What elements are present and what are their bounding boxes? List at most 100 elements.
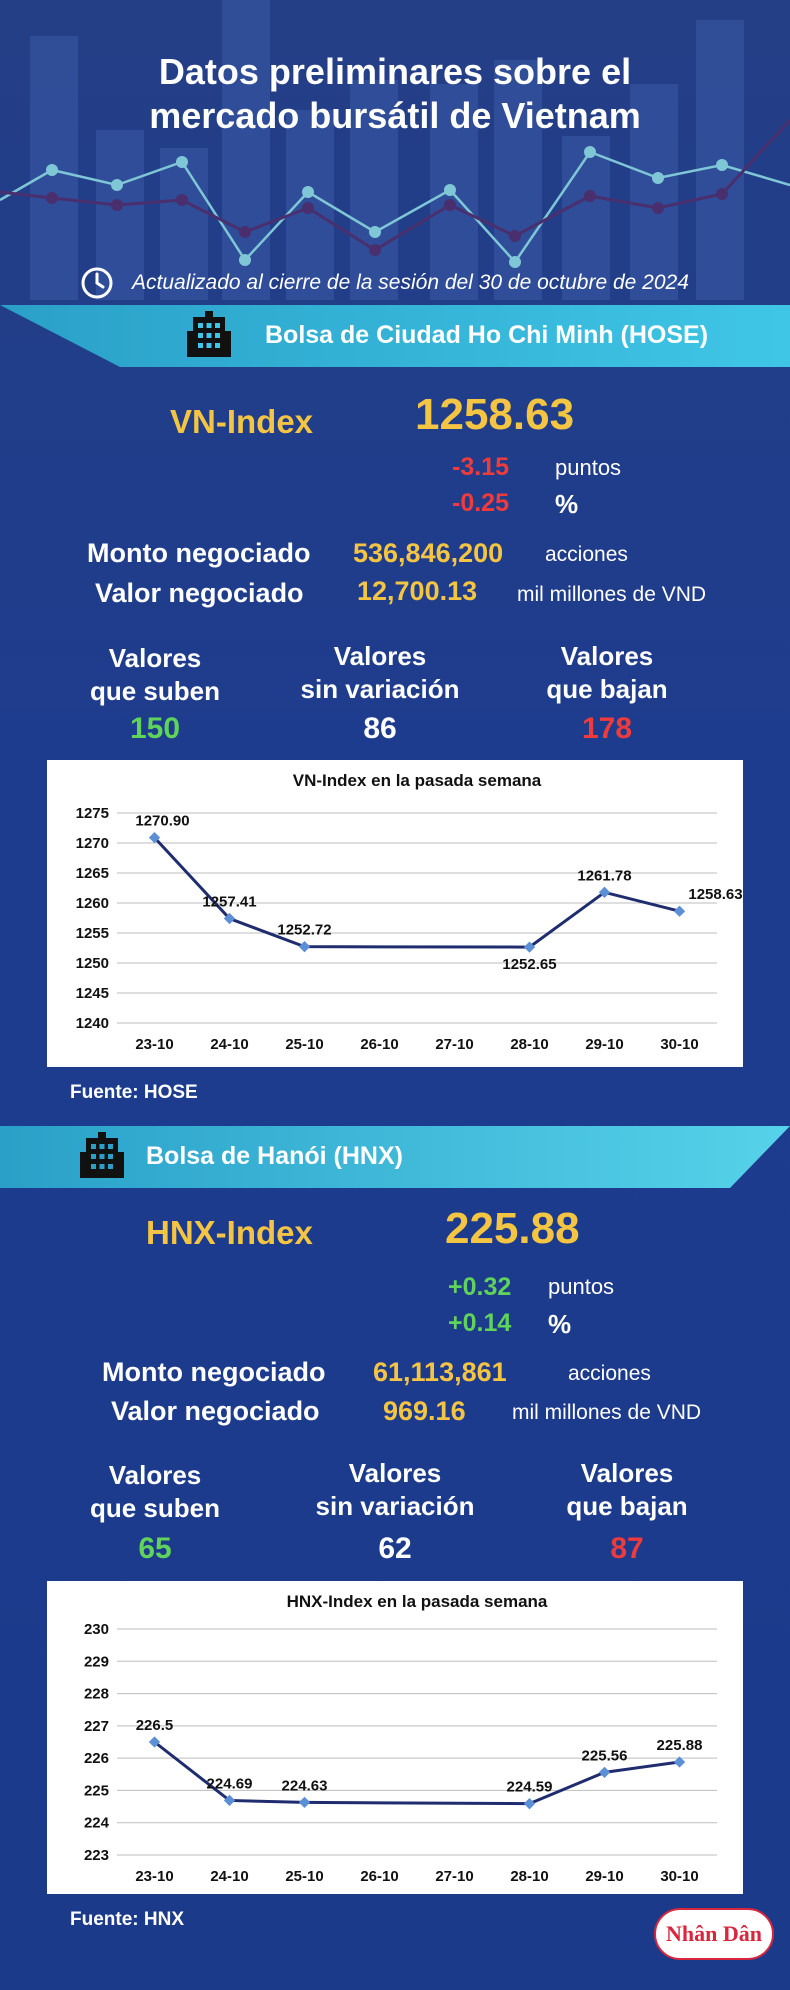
- data-label: 1257.41: [202, 894, 256, 911]
- hose-banner: Bolsa de Ciudad Ho Chi Minh (HOSE): [0, 305, 790, 367]
- hnx-down-count: 87: [610, 1532, 644, 1565]
- hnx-change-pct-unit: %: [548, 1309, 572, 1339]
- vn-volume-unit: acciones: [545, 543, 628, 566]
- y-tick-label: 228: [84, 1686, 109, 1703]
- hnx-index-value: 225.88: [445, 1204, 580, 1253]
- data-label: 1258.63: [688, 886, 742, 903]
- vn-change-points: -3.15: [452, 453, 509, 481]
- hnx-flat-header: Valores sin variación: [315, 1458, 475, 1521]
- data-point: [298, 1796, 311, 1809]
- x-tick-label: 26-10: [360, 1036, 398, 1053]
- hnx-index-chart: HNX-Index en la pasada semana 230 229 228 22…: [47, 1581, 743, 1894]
- vn-change-pct: -0.25: [452, 489, 509, 517]
- hnx-source: Fuente: HNX: [70, 1909, 184, 1930]
- data-label: 1252.72: [277, 922, 331, 939]
- data-point: [298, 941, 311, 953]
- y-tick-label: 227: [84, 1718, 109, 1735]
- hnx-banner: Bolsa de Hanói (HNX): [0, 1126, 790, 1188]
- y-tick-label: 223: [84, 1847, 109, 1864]
- vn-index-chart-svg: VN-Index en la pasada semana 1275 1270 1265…: [76, 771, 743, 1053]
- y-tick-label: 1265: [76, 865, 109, 882]
- y-tick-label: 224: [84, 1815, 110, 1832]
- y-tick-label: 1255: [76, 925, 109, 942]
- hnx-volume-value: 61,113,861: [373, 1357, 507, 1387]
- x-tick-label: 25-10: [285, 1036, 323, 1053]
- data-label: 224.59: [507, 1779, 553, 1796]
- data-label: 224.63: [282, 1777, 328, 1794]
- hose-source: Fuente: HOSE: [70, 1082, 198, 1103]
- data-point: [148, 1736, 161, 1748]
- x-tick-label: 28-10: [510, 1868, 548, 1885]
- x-tick-label: 27-10: [435, 1868, 473, 1885]
- vn-up-header: Valores que suben: [89, 643, 220, 706]
- x-tick-label: 29-10: [585, 1868, 623, 1885]
- title-line-1: Datos preliminares sobre el: [158, 51, 632, 92]
- x-tick-label: 23-10: [135, 1868, 173, 1885]
- x-tick-label: 30-10: [660, 1868, 698, 1885]
- hose-banner-label: Bolsa de Ciudad Ho Chi Minh (HOSE): [265, 321, 709, 349]
- data-point: [673, 905, 686, 917]
- data-point: [523, 941, 536, 953]
- nhan-dan-logo: Nhân Dân: [654, 1908, 774, 1960]
- y-tick-label: 230: [84, 1621, 109, 1638]
- vn-turnover-value: 12,700.13: [357, 576, 478, 606]
- building-icon: [80, 1132, 124, 1178]
- chart-title: HNX-Index en la pasada semana: [287, 1592, 548, 1611]
- y-tick-label: 225: [84, 1782, 109, 1799]
- vn-flat-count: 86: [363, 712, 397, 745]
- data-label: 1270.90: [135, 813, 189, 830]
- vn-change-points-unit: puntos: [555, 455, 622, 480]
- x-tick-label: 24-10: [210, 1036, 248, 1053]
- x-tick-label: 25-10: [285, 1868, 323, 1885]
- hnx-up-count: 65: [138, 1532, 172, 1565]
- hnx-index-name: HNX-Index: [146, 1214, 313, 1251]
- y-tick-label: 1260: [76, 895, 109, 912]
- x-tick-label: 23-10: [135, 1036, 173, 1053]
- y-tick-label: 1245: [76, 985, 109, 1002]
- hnx-change-points: +0.32: [448, 1273, 512, 1301]
- hnx-volume-unit: acciones: [568, 1362, 651, 1385]
- clock-icon: [81, 267, 113, 299]
- data-label: 225.56: [582, 1747, 628, 1764]
- vn-turnover-label: Valor negociado: [95, 578, 304, 608]
- y-tick-label: 1250: [76, 955, 109, 972]
- vn-change-pct-unit: %: [555, 489, 579, 519]
- series-line: [153, 1740, 680, 1806]
- vn-down-header: Valores que bajan: [546, 641, 668, 704]
- data-label: 1252.65: [502, 956, 556, 973]
- hnx-down-header: Valores que bajan: [566, 1458, 688, 1521]
- x-tick-label: 26-10: [360, 1868, 398, 1885]
- chart-title: VN-Index en la pasada semana: [293, 771, 542, 790]
- hnx-turnover-unit: mil millones de VND: [512, 1401, 702, 1424]
- data-label: 1261.78: [577, 867, 631, 884]
- data-label: 224.69: [207, 1775, 253, 1792]
- y-tick-label: 1275: [76, 805, 109, 822]
- hnx-change-pct: +0.14: [448, 1309, 512, 1337]
- vn-down-count: 178: [581, 712, 633, 745]
- update-timestamp: Actualizado al cierre de la sesión del 3…: [132, 271, 689, 294]
- y-tick-label: 229: [84, 1653, 109, 1670]
- series-line: [153, 836, 680, 949]
- vn-flat-header: Valores sin variación: [300, 641, 460, 704]
- title-line-2: mercado bursátil de Vietnam: [149, 95, 641, 136]
- hnx-index-chart-svg: HNX-Index en la pasada semana 230 229 228 22…: [84, 1592, 717, 1885]
- vn-volume-label: Monto negociado: [87, 538, 311, 568]
- data-point: [598, 886, 611, 898]
- building-icon: [187, 311, 231, 357]
- hnx-change-points-unit: puntos: [548, 1274, 615, 1299]
- hnx-up-header: Valores que suben: [89, 1460, 220, 1523]
- y-tick-label: 1270: [76, 835, 109, 852]
- vn-index-name: VN-Index: [170, 403, 314, 440]
- x-tick-label: 29-10: [585, 1036, 623, 1053]
- hnx-banner-label: Bolsa de Hanói (HNX): [146, 1142, 403, 1170]
- data-label: 226.5: [136, 1717, 174, 1734]
- y-tick-label: 1240: [76, 1015, 109, 1032]
- vn-volume-value: 536,846,200: [353, 538, 504, 568]
- x-tick-label: 24-10: [210, 1868, 248, 1885]
- vn-index-value: 1258.63: [415, 390, 575, 439]
- data-point: [598, 1766, 611, 1779]
- data-point: [523, 1798, 536, 1810]
- vn-up-count: 150: [129, 712, 181, 745]
- header-decoration: [0, 0, 790, 300]
